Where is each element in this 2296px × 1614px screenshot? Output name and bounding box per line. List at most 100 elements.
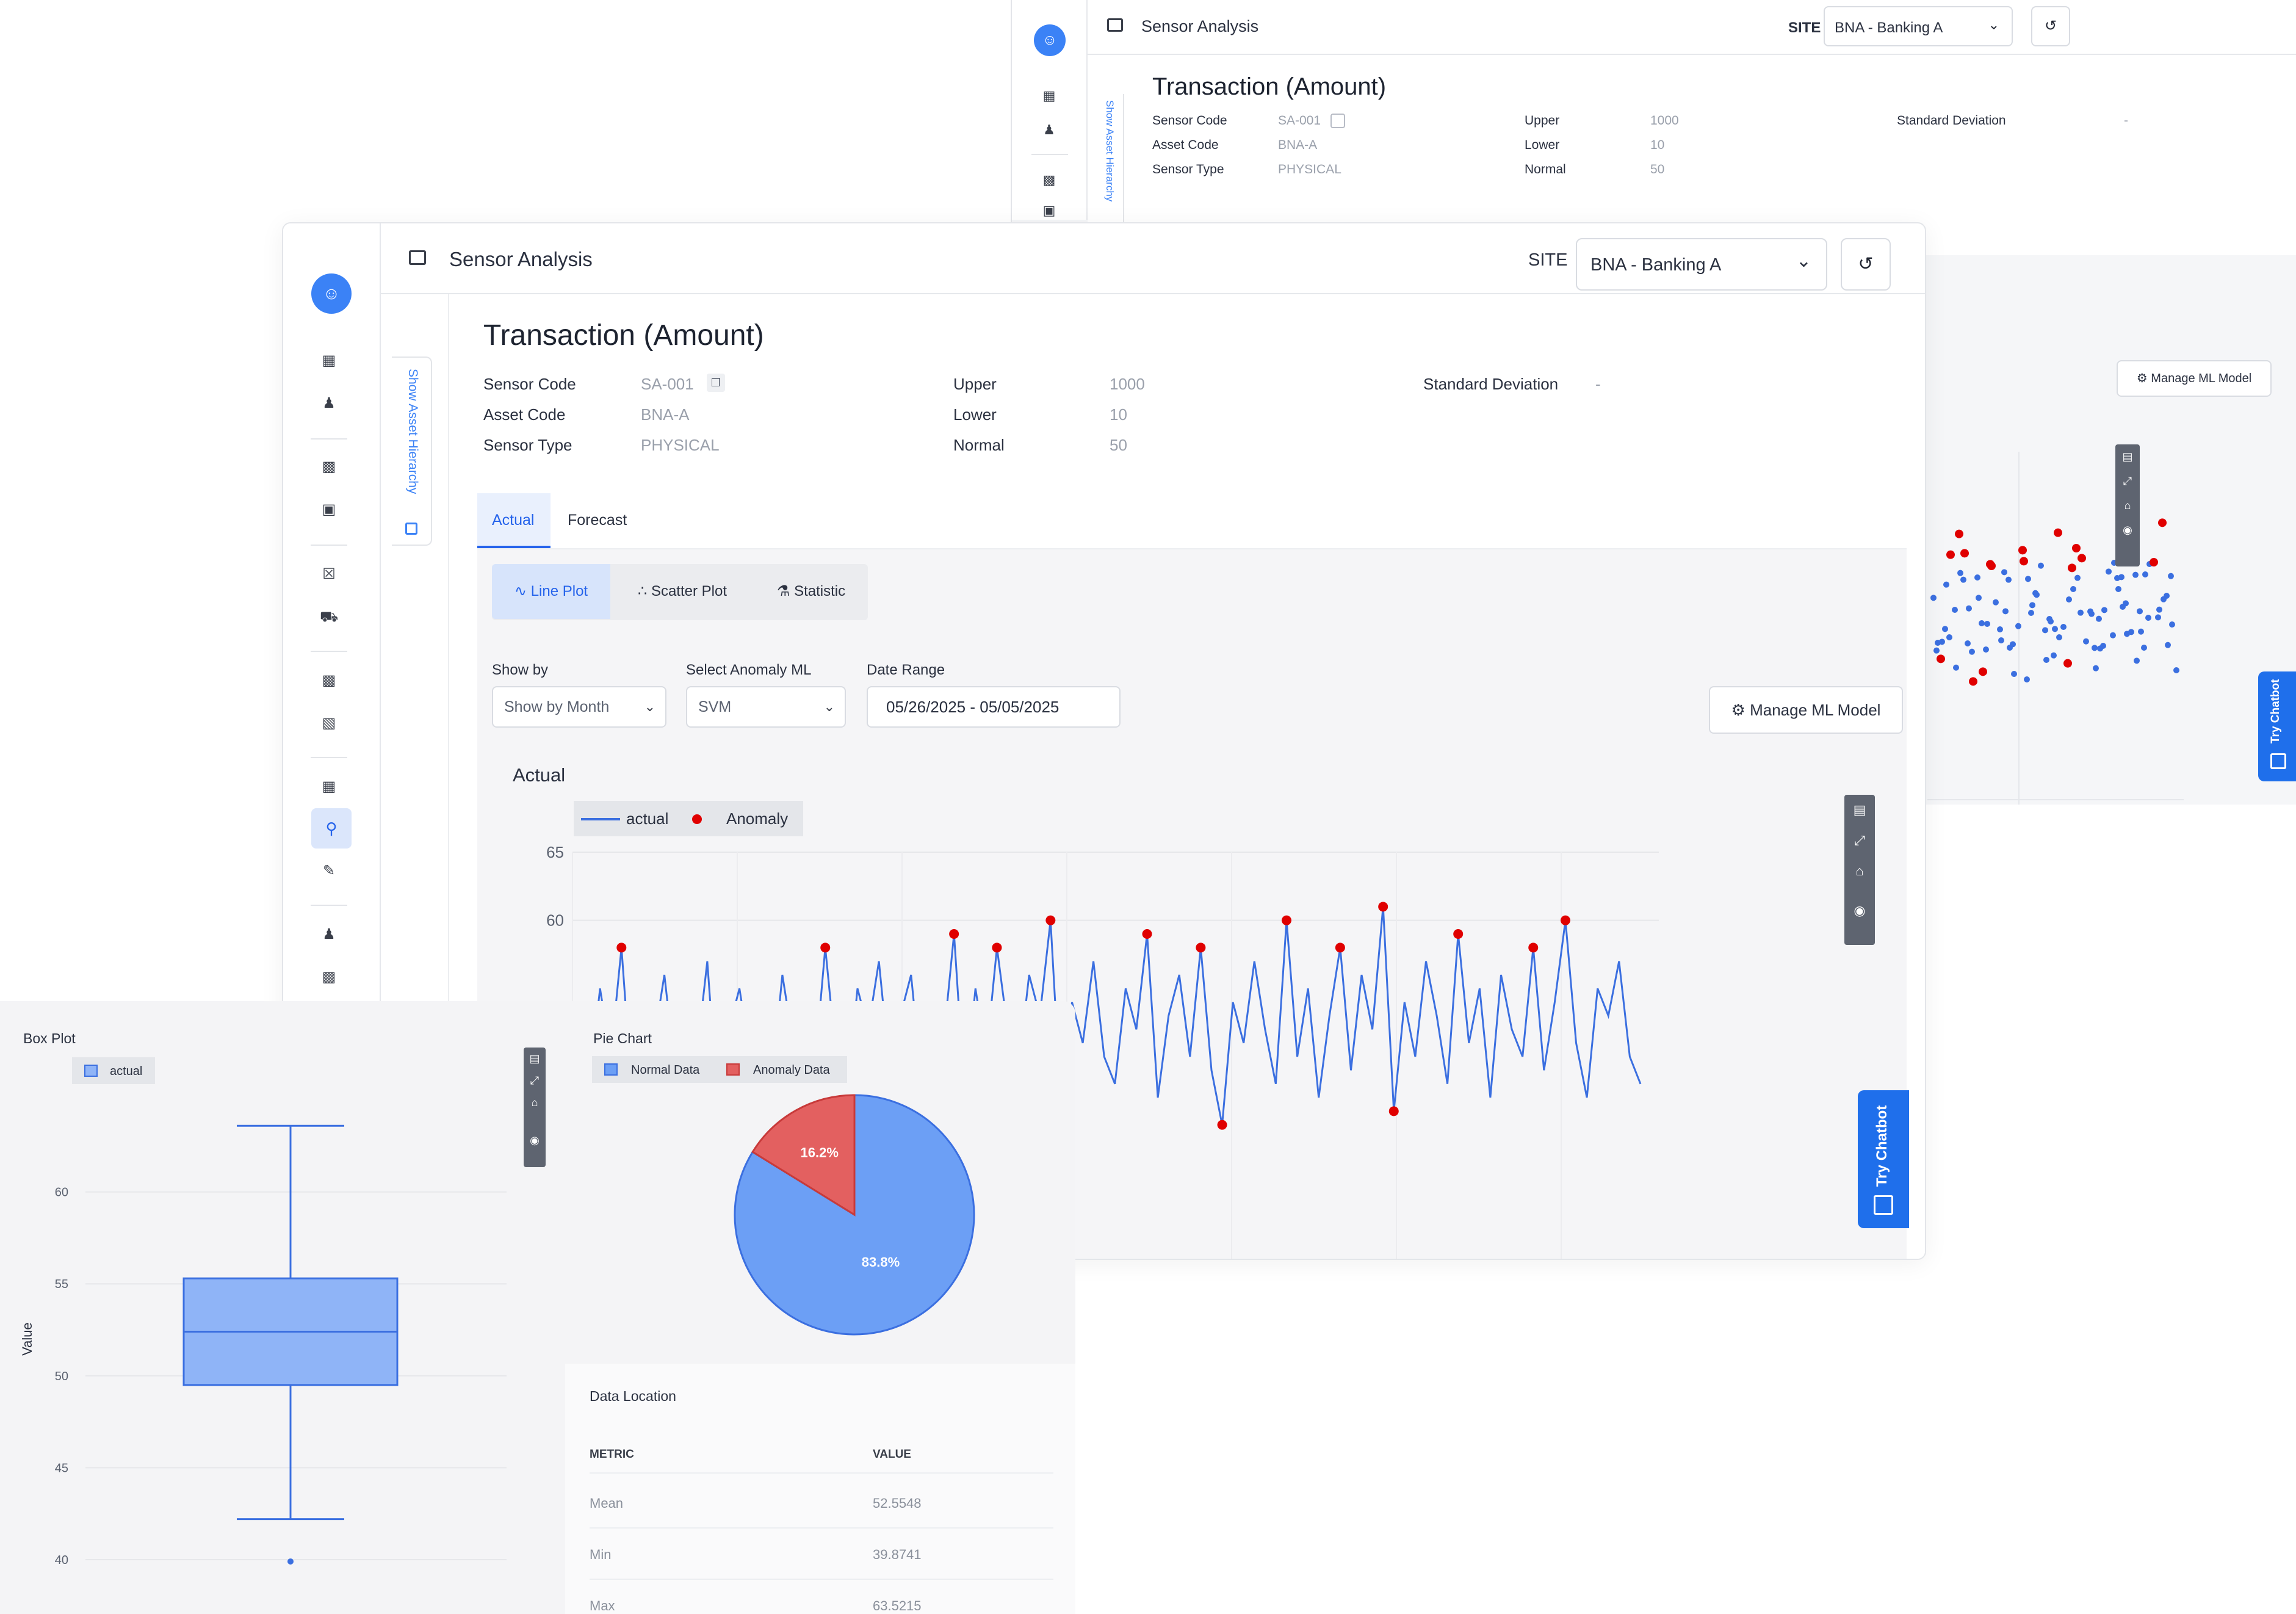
autoscale-icon[interactable]: ⤢ <box>530 1074 540 1087</box>
users-icon[interactable]: ♟ <box>1043 122 1055 137</box>
data-point <box>2042 627 2048 634</box>
show-by-select[interactable]: Show by Month ⌄ <box>492 686 666 728</box>
dashboard-icon[interactable]: ▦ <box>322 352 336 369</box>
header-divider <box>590 1472 1053 1474</box>
data-location-title: Data Location <box>590 1388 676 1404</box>
camera-icon[interactable]: ◉ <box>2123 524 2132 536</box>
search-clipboard-icon[interactable]: ✎ <box>322 863 336 879</box>
user-avatar[interactable]: ☺ <box>1034 24 1066 56</box>
info-panel: Show Asset Hierarchy Transaction (Amount… <box>1088 55 2296 259</box>
anomaly-point <box>1986 560 1995 569</box>
home-icon[interactable]: ⌂ <box>2124 499 2131 512</box>
page-title: Sensor Analysis <box>449 248 593 270</box>
sensor-analysis-nav-active[interactable]: ⚲ <box>311 808 352 849</box>
flask-icon: ⚗ <box>776 583 790 599</box>
reset-button[interactable]: ↺ <box>1841 238 1891 291</box>
close-box-icon[interactable]: ☒ <box>322 566 336 582</box>
data-point <box>2001 569 2007 576</box>
factory-icon[interactable]: ▩ <box>1042 172 1056 187</box>
autoscale-icon[interactable]: ⤢ <box>1854 833 1865 848</box>
dashboard-icon[interactable]: ▦ <box>1042 88 1056 103</box>
site-label: SITE <box>1528 250 1568 270</box>
site-select[interactable]: BNA - Banking A ⌄ <box>1824 6 2013 46</box>
line-plot-button[interactable]: ∿ Line Plot <box>492 564 610 619</box>
data-point <box>1998 637 2004 643</box>
badge-icon[interactable]: ▣ <box>1042 203 1056 218</box>
anomaly-point <box>616 943 627 953</box>
reset-button[interactable]: ↺ <box>2031 6 2070 46</box>
header-bar: Sensor Analysis SITE BNA - Banking A ⌄ ↺ <box>1088 0 2296 55</box>
line-chart-icon: ∿ <box>514 583 527 599</box>
chart-icon[interactable]: ▤ <box>2122 451 2133 463</box>
home-icon[interactable]: ⌂ <box>1855 863 1864 878</box>
data-point <box>1983 646 1989 653</box>
tab-actual[interactable]: Actual <box>477 493 551 548</box>
hierarchy-tab[interactable]: Show Asset Hierarchy <box>392 356 432 546</box>
hierarchy-icon[interactable]: ▦ <box>322 778 336 795</box>
chart-icon[interactable]: ▤ <box>1853 802 1866 817</box>
table-row: Max 63.5215 <box>590 1580 1053 1614</box>
anomaly-ml-select[interactable]: SVM ⌄ <box>686 686 846 728</box>
group-icon[interactable]: ♟ <box>322 926 336 943</box>
data-point <box>2106 568 2112 575</box>
tab-forecast[interactable]: Forecast <box>557 493 648 548</box>
date-range-input[interactable]: 05/26/2025 - 05/05/2025 <box>867 686 1121 728</box>
badge-icon[interactable]: ▣ <box>322 501 336 518</box>
autoscale-icon[interactable]: ⤢ <box>2123 475 2132 487</box>
data-point <box>2156 606 2162 613</box>
data-point <box>2134 657 2140 664</box>
anomaly-point <box>1979 667 1987 676</box>
manage-ml-button[interactable]: ⚙ Manage ML Model <box>1709 686 1903 734</box>
anomaly-ml-value: SVM <box>698 698 732 715</box>
chatbot-button[interactable]: Try Chatbot <box>2258 671 2296 781</box>
page-title: Sensor Analysis <box>1141 17 1259 35</box>
back-scatter-chart <box>1927 452 2184 805</box>
data-point <box>2024 676 2030 682</box>
sensor-code-label: Sensor Code <box>483 375 576 393</box>
data-point <box>1966 605 1972 612</box>
date-range-label: Date Range <box>867 662 945 678</box>
statistic-button[interactable]: ⚗ Statistic <box>754 564 868 619</box>
chatbot-button[interactable]: Try Chatbot <box>1858 1090 1909 1228</box>
data-point <box>2087 608 2093 615</box>
data-location-panel: Data Location METRIC VALUE Mean 52.5548 … <box>565 1364 1075 1614</box>
normal-label: Normal <box>1525 162 1566 176</box>
y-tick-label: 65 <box>546 843 564 861</box>
truck-icon[interactable]: ⛟ <box>320 609 339 625</box>
pie-slice-anomaly <box>751 1094 856 1217</box>
anomaly-point <box>1378 902 1388 912</box>
std-label: Standard Deviation <box>1423 375 1559 393</box>
gear-icon: ⚙ <box>2136 372 2148 385</box>
data-point <box>2142 571 2148 577</box>
code-box-icon[interactable]: ▩ <box>322 672 336 689</box>
sensor-type-label: Sensor Type <box>483 436 572 454</box>
lower-value: 10 <box>1650 138 1665 152</box>
anomaly-point <box>1196 943 1206 953</box>
camera-icon[interactable]: ◉ <box>1854 903 1866 918</box>
folder-user-icon[interactable]: ▩ <box>322 969 336 985</box>
hierarchy-tab[interactable]: Show Asset Hierarchy <box>1094 94 1124 259</box>
lower-value: 10 <box>1110 405 1127 424</box>
copy-icon[interactable]: ❐ <box>707 374 725 392</box>
camera-icon[interactable]: ◉ <box>530 1134 540 1146</box>
manage-ml-button[interactable]: ⚙ Manage ML Model <box>2117 360 2272 397</box>
chart-icon[interactable]: ▤ <box>529 1052 540 1065</box>
pie-chart-title: Pie Chart <box>593 1030 652 1046</box>
data-point <box>2070 586 2076 592</box>
sensor-title: Transaction (Amount) <box>483 319 764 352</box>
factory-icon[interactable]: ▩ <box>322 458 336 475</box>
user-avatar[interactable]: ☺ <box>311 273 352 314</box>
users-icon[interactable]: ♟ <box>322 395 336 411</box>
table-row: Mean 52.5548 <box>590 1477 1053 1529</box>
site-select[interactable]: BNA - Banking A ⌄ <box>1576 238 1827 291</box>
scatter-plot-button[interactable]: ∴ Scatter Plot <box>610 564 754 619</box>
data-point <box>2083 638 2089 645</box>
tab-actual-label: Actual <box>492 512 535 529</box>
copy-icon[interactable] <box>1330 114 1345 128</box>
sidebar-toggle-icon[interactable] <box>409 250 426 265</box>
home-icon[interactable]: ⌂ <box>531 1096 538 1109</box>
data-point <box>2005 576 2012 583</box>
calendar-icon[interactable]: ▧ <box>322 715 336 731</box>
data-point <box>2051 652 2057 659</box>
sidebar-toggle-icon[interactable] <box>1107 18 1123 32</box>
